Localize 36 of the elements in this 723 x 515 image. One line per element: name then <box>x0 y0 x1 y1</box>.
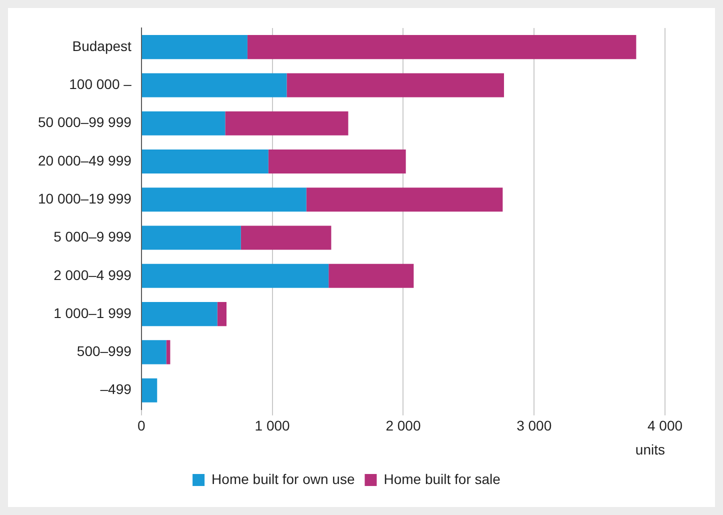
bar <box>142 264 329 288</box>
bar <box>225 111 348 136</box>
bar <box>142 149 268 174</box>
x-tick-label: 4 000 <box>647 418 683 434</box>
bar <box>142 226 241 250</box>
bar <box>142 302 218 326</box>
bar <box>247 35 636 60</box>
bar <box>217 302 227 326</box>
y-tick-label: 500–999 <box>76 343 132 360</box>
y-tick-label: 5 000–9 999 <box>54 228 132 245</box>
bar <box>328 264 414 288</box>
bar <box>142 111 226 136</box>
bar <box>286 73 504 98</box>
bar <box>306 188 503 212</box>
x-tick-label: 2 000 <box>386 418 421 434</box>
bar <box>268 149 406 174</box>
legend-label: Home built for sale <box>384 470 501 487</box>
bar <box>142 188 306 212</box>
legend-label: Home built for own use <box>212 470 355 487</box>
y-tick-label: 50 000–99 999 <box>38 114 132 130</box>
y-tick-label: Budapest <box>72 38 132 54</box>
y-tick-label: 1 000–1 999 <box>54 304 132 321</box>
bar <box>142 35 248 60</box>
y-tick-label: –499 <box>100 381 132 398</box>
bar <box>240 226 332 250</box>
x-tick-label: 3 000 <box>516 418 552 434</box>
bar <box>142 378 158 402</box>
x-tick-label: 0 <box>138 418 146 434</box>
y-tick-label: 20 000–49 999 <box>38 152 132 168</box>
x-axis-title: units <box>635 441 665 458</box>
x-tick-label: 1 000 <box>254 418 290 434</box>
y-tick-label: 2 000–4 999 <box>54 266 132 283</box>
bar <box>142 73 287 98</box>
y-tick-label: 10 000–19 999 <box>38 190 132 206</box>
y-tick-label: 100 000 – <box>69 76 132 92</box>
bar <box>142 340 166 364</box>
